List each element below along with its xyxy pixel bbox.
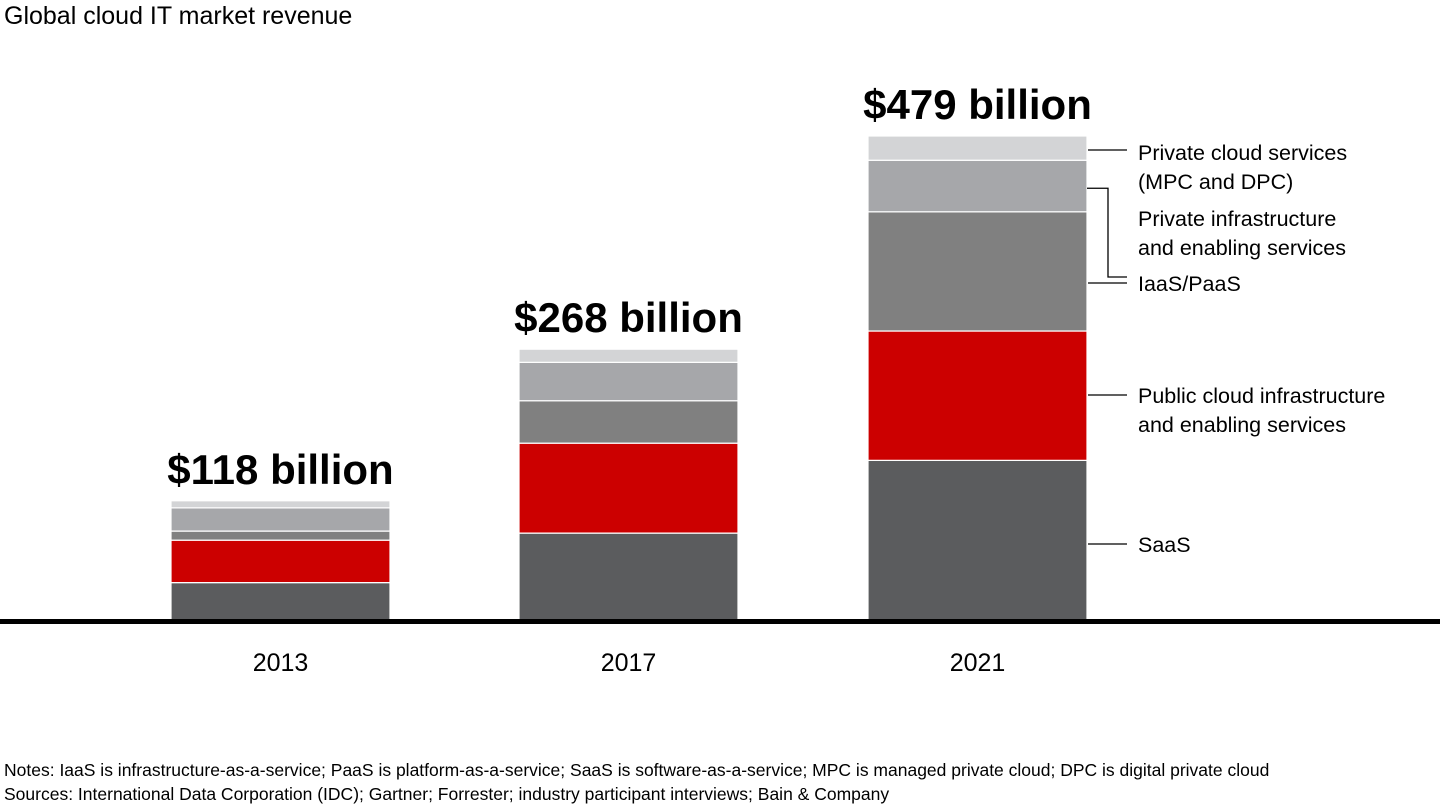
bar-segment-2013-iaas-paas xyxy=(170,530,391,541)
legend-label-4-line-0: Private cloud services xyxy=(1138,141,1347,165)
sources-text: Sources: International Data Corporation … xyxy=(4,784,890,804)
x-tick-label-2013: 2013 xyxy=(253,649,309,677)
total-label-2013: $118 billion xyxy=(167,446,393,493)
bar-segment-2021-private-infrastructure-and-enabling-services xyxy=(867,159,1088,213)
bar-segment-2017-iaas-paas xyxy=(518,400,739,444)
legend-label-3-line-1: and enabling services xyxy=(1138,236,1346,260)
bar-segment-2017-private-cloud-services-mpc-and-dpc- xyxy=(518,348,739,363)
x-tick-label-2021: 2021 xyxy=(950,649,1006,677)
bar-segment-2017-private-infrastructure-and-enabling-services xyxy=(518,361,739,402)
bar-segment-2021-private-cloud-services-mpc-and-dpc- xyxy=(867,135,1088,161)
chart-title: Global cloud IT market revenue xyxy=(4,2,353,30)
notes-text: Notes: IaaS is infrastructure-as-a-servi… xyxy=(4,760,1270,780)
bar-segment-2017-public-cloud-infrastructure-and-enabling-services xyxy=(518,442,739,534)
bar-segment-2021-iaas-paas xyxy=(867,211,1088,332)
bar-segment-2021-public-cloud-infrastructure-and-enabling-services xyxy=(867,330,1088,461)
bar-segment-2013-public-cloud-infrastructure-and-enabling-services xyxy=(170,539,391,584)
bar-segment-2013-private-infrastructure-and-enabling-services xyxy=(170,507,391,532)
bar-segment-2013-private-cloud-services-mpc-and-dpc- xyxy=(170,500,391,509)
legend-label-1-line-1: and enabling services xyxy=(1138,413,1346,437)
legend-label-1-line-0: Public cloud infrastructure xyxy=(1138,384,1385,408)
legend-label-4-line-1: (MPC and DPC) xyxy=(1138,170,1293,194)
legend-label-0-line-0: SaaS xyxy=(1138,533,1191,557)
bar-segment-2021-saas xyxy=(867,459,1088,621)
legend-leader-3 xyxy=(1087,187,1127,278)
x-tick-label-2017: 2017 xyxy=(601,649,657,677)
bar-segment-2013-saas xyxy=(170,582,391,621)
bar-segment-2017-saas xyxy=(518,532,739,621)
total-label-2021: $479 billion xyxy=(863,81,1092,128)
legend-label-3-line-0: Private infrastructure xyxy=(1138,207,1336,231)
x-axis-line xyxy=(0,619,1440,624)
total-label-2017: $268 billion xyxy=(514,294,743,341)
legend-label-2-line-0: IaaS/PaaS xyxy=(1138,272,1241,296)
